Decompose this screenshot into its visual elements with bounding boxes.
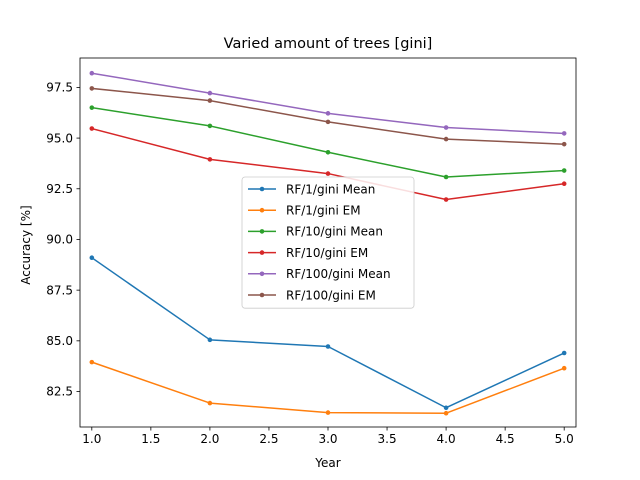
x-tick-label: 5.0 bbox=[555, 432, 574, 446]
data-point-s2-4 bbox=[443, 410, 449, 416]
legend-marker bbox=[259, 186, 265, 192]
data-point-s6-2 bbox=[207, 98, 213, 103]
legend-label: RF/100/gini EM bbox=[286, 288, 376, 302]
y-tick-label: 82.5 bbox=[46, 385, 73, 399]
y-tick-label: 97.5 bbox=[46, 81, 73, 95]
legend: RF/1/gini Mean RF/1/gini EM RF/10/gini Mea… bbox=[241, 176, 415, 309]
x-tick-label: 3.0 bbox=[318, 432, 337, 446]
data-point-s4-5 bbox=[561, 181, 567, 186]
data-point-s4-2 bbox=[207, 157, 213, 162]
data-point-s1-2 bbox=[207, 337, 213, 343]
legend-item: RF/1/gini Mean bbox=[248, 182, 375, 196]
x-tick-label: 4.5 bbox=[496, 432, 515, 446]
legend-marker bbox=[259, 250, 265, 255]
legend-item: RF/100/gini EM bbox=[248, 288, 376, 302]
data-point-s2-3 bbox=[325, 410, 331, 415]
data-point-s6-4 bbox=[443, 136, 449, 142]
x-axis-label: Year bbox=[314, 456, 340, 470]
data-point-s3-3 bbox=[325, 149, 331, 155]
data-point-s5-4 bbox=[443, 125, 449, 130]
y-tick-label: 95.0 bbox=[46, 131, 73, 145]
x-tick-label: 1.5 bbox=[141, 432, 160, 446]
legend-marker bbox=[259, 207, 265, 213]
legend-item: RF/100/gini Mean bbox=[248, 267, 391, 281]
legend-label: RF/1/gini EM bbox=[286, 204, 361, 218]
data-point-s2-1 bbox=[89, 359, 95, 365]
data-point-s2-2 bbox=[207, 400, 213, 406]
legend-label: RF/100/gini Mean bbox=[286, 267, 391, 281]
y-tick-label: 92.5 bbox=[46, 182, 73, 196]
data-point-s1-4 bbox=[443, 405, 449, 411]
data-point-s4-3 bbox=[325, 171, 331, 176]
data-point-s3-4 bbox=[443, 174, 449, 180]
legend-marker bbox=[259, 292, 265, 298]
data-point-s2-5 bbox=[561, 365, 567, 371]
data-point-s5-3 bbox=[325, 111, 331, 116]
legend-marker bbox=[259, 271, 265, 277]
legend-item: RF/1/gini EM bbox=[248, 204, 361, 218]
data-point-s4-1 bbox=[89, 126, 95, 131]
legend-label: RF/10/gini EM bbox=[286, 246, 368, 260]
y-tick-label: 90.0 bbox=[46, 233, 73, 247]
y-tick-label: 87.5 bbox=[46, 283, 73, 297]
legend-marker bbox=[259, 229, 265, 234]
y-axis-label: Accuracy [%] bbox=[19, 205, 33, 284]
data-point-s4-4 bbox=[443, 197, 449, 202]
x-tick-label: 2.5 bbox=[259, 432, 278, 446]
x-tick-label: 3.5 bbox=[378, 432, 397, 446]
legend-label: RF/10/gini Mean bbox=[286, 225, 383, 239]
data-point-s3-1 bbox=[89, 105, 95, 110]
x-tick-label: 2.0 bbox=[200, 432, 219, 446]
x-tick-label: 1.0 bbox=[82, 432, 101, 446]
data-point-s3-2 bbox=[207, 123, 213, 129]
legend-label: RF/1/gini Mean bbox=[286, 182, 375, 196]
data-point-s1-1 bbox=[89, 255, 95, 261]
data-point-s5-5 bbox=[561, 131, 567, 136]
y-tick-label: 85.0 bbox=[46, 334, 73, 348]
legend-box bbox=[241, 176, 415, 309]
data-point-s1-5 bbox=[561, 350, 567, 356]
data-point-s6-5 bbox=[561, 141, 567, 147]
x-tick-label: 4.0 bbox=[437, 432, 456, 446]
data-point-s6-3 bbox=[325, 119, 331, 125]
legend-item: RF/10/gini Mean bbox=[248, 225, 383, 239]
data-point-s5-2 bbox=[207, 90, 213, 96]
legend-item: RF/10/gini EM bbox=[248, 246, 368, 260]
chart-title: Varied amount of trees [gini] bbox=[224, 36, 433, 52]
data-point-s5-1 bbox=[89, 70, 95, 76]
plot-area: 1.0 1.5 2.0 2.5 3.0 3.5 4.0 4.5 5.0 82.5 85.0 87.5 9… bbox=[46, 57, 577, 446]
data-point-s3-5 bbox=[561, 168, 567, 173]
data-point-s1-3 bbox=[325, 344, 331, 349]
data-point-s6-1 bbox=[89, 86, 95, 91]
